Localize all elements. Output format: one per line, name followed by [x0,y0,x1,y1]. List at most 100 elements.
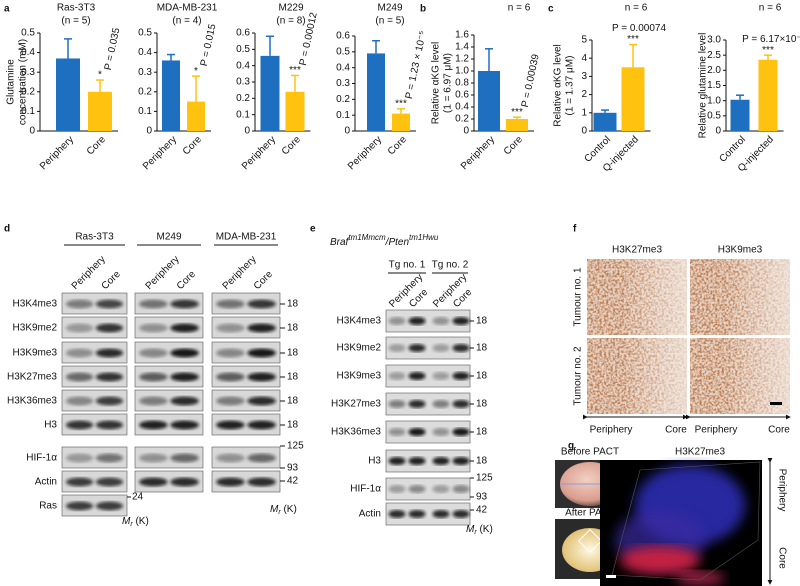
mw-marker: 18 [476,427,488,438]
band [95,396,124,406]
blot-group-label: MDA-MB-231 [216,232,277,243]
bar [88,91,112,131]
blot-group-label: M249 [156,232,181,243]
band [388,485,406,493]
lane-label: Core [252,269,275,292]
panel-label: c [548,4,554,15]
band [452,400,470,408]
significance: *** [762,45,774,56]
x-tick-label: Periphery [346,134,384,172]
chart-subtitle: (n = 4) [172,16,201,27]
panel-label: d [4,224,10,235]
chart-subtitle: n = 6 [759,3,782,14]
ihc-fade [690,259,790,335]
band [170,420,199,430]
blot-strip [61,413,128,436]
y-axis-label: (1 = 6.97 μM) [443,53,454,113]
row-label: H3K9me3 [13,348,58,359]
band [95,372,124,382]
band [432,400,450,408]
volume-box [611,461,761,581]
y-tick-label: 0.3 [236,77,250,88]
band [247,323,276,333]
band [170,396,199,406]
blot-strip [134,389,204,412]
stain-red [620,546,700,574]
band [408,428,426,436]
y-axis-label: Relative αKG level [431,42,442,124]
y-tick-label: 5 [581,35,587,46]
row-label: H3K4me3 [13,299,58,310]
row-label: H3K9me2 [337,343,382,354]
band [247,453,276,463]
chart-title: MDA-MB-231 [157,3,218,14]
band [388,428,406,436]
row-label: H3K4me3 [337,316,382,327]
y-tick-label: 2.5 [707,50,721,61]
y-tick-label: 0.4 [138,47,152,58]
y-tick-label: 0.5 [236,44,250,55]
row-label: H3K27me3 [7,372,57,383]
mr-subscript: r [474,529,477,536]
blot-strip [61,316,128,339]
band [432,344,450,352]
blot-strip [61,389,128,412]
band [452,510,470,518]
significance: * [98,70,102,81]
y-tick-label: 0.6 [336,31,350,42]
row-label: H3K36me3 [7,396,57,407]
gene: /Pten [385,237,410,248]
y-tick-label: 1.0 [707,95,721,106]
band [170,477,199,487]
mw-marker: 93 [287,463,299,474]
y-tick-label: 0.3 [336,78,350,89]
significance: *** [289,65,301,76]
lane-label: Core [100,269,123,292]
row-label: H3 [368,456,381,467]
mw-marker: 18 [476,399,488,410]
y-tick-label: 0 [244,126,250,137]
y-tick-label: 0.5 [707,110,721,121]
stain-label: H3K27me3 [675,447,725,458]
band [452,372,470,380]
y-axis-label: Relative glutamine level [698,33,709,139]
band [139,477,168,487]
band [452,317,470,325]
bar [162,60,180,131]
y-tick-label: 0.5 [21,28,35,39]
y-tick-label: 2 [581,89,587,100]
y-tick-label: 0.3 [138,67,152,78]
ihc-fade [690,338,790,414]
y-tick-label: 0.2 [138,86,152,97]
bar [478,71,500,131]
x-tick-label: Core [280,134,303,157]
blot-strip [385,502,471,526]
mw-marker: 18 [476,343,488,354]
blot-title: Braftm1Mmcm/Ptentm1Hwu [330,233,439,248]
band [432,317,450,325]
band [216,299,245,309]
y-axis-label: (1 = 1.37 μM) [565,56,576,116]
blot-strip [211,446,281,469]
y-tick-label: 1 [581,107,587,118]
y-tick-label: 1.2 [455,54,469,65]
mw-marker: 42 [287,476,299,487]
blot-strip [61,365,128,388]
bar [621,67,645,131]
scale-bar [770,402,782,405]
band [170,323,199,333]
y-tick-label: 0.4 [336,62,350,73]
band [170,348,199,358]
blot-strip [134,413,204,436]
y-tick-label: 0.2 [336,94,350,105]
row-label: H3K36me3 [331,427,381,438]
blot-strip [134,365,204,388]
band [95,348,124,358]
mw-marker: 18 [287,323,299,334]
row-label: HIF-1α [26,453,57,464]
chart-subtitle: (n = 5) [61,16,90,27]
band [408,485,426,493]
panel-label: g [568,441,574,452]
chart-title: Ras-3T3 [57,3,96,14]
blot-group-label: Tg no. 2 [432,260,469,271]
